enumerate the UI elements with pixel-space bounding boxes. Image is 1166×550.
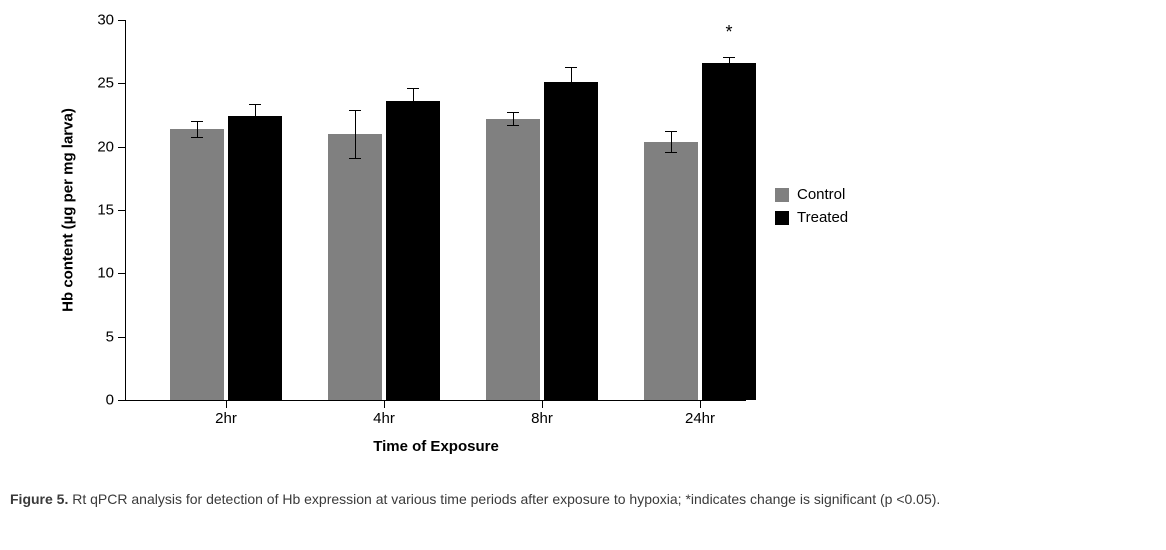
x-tick bbox=[542, 400, 543, 408]
caption-text: Rt qPCR analysis for detection of Hb exp… bbox=[68, 491, 940, 507]
error-cap bbox=[665, 152, 677, 153]
y-tick-label: 20 bbox=[97, 138, 114, 155]
legend-label: Treated bbox=[797, 209, 848, 226]
bar-control bbox=[328, 134, 382, 400]
bar-treated bbox=[544, 82, 598, 400]
y-tick-label: 15 bbox=[97, 202, 114, 219]
caption-prefix: Figure 5. bbox=[10, 491, 68, 507]
error-bar bbox=[355, 110, 356, 158]
error-bar bbox=[729, 57, 730, 70]
error-cap bbox=[349, 158, 361, 159]
chart-container: Hb content (µg per mg larva) Time of Exp… bbox=[55, 10, 995, 465]
bar-control bbox=[170, 129, 224, 400]
error-bar bbox=[513, 112, 514, 125]
error-cap bbox=[507, 125, 519, 126]
bar-control bbox=[486, 119, 540, 400]
error-cap bbox=[249, 129, 261, 130]
y-tick bbox=[118, 400, 126, 401]
y-tick-label: 10 bbox=[97, 265, 114, 282]
error-cap bbox=[723, 69, 735, 70]
bar-treated bbox=[702, 63, 756, 400]
error-cap bbox=[407, 114, 419, 115]
x-axis-label: Time of Exposure bbox=[373, 438, 499, 455]
bar-treated bbox=[386, 101, 440, 400]
error-cap bbox=[191, 137, 203, 138]
error-cap bbox=[191, 121, 203, 122]
y-tick bbox=[118, 273, 126, 274]
error-bar bbox=[413, 88, 414, 113]
legend: Control Treated bbox=[775, 180, 848, 232]
legend-item: Treated bbox=[775, 209, 848, 226]
y-tick-label: 5 bbox=[106, 328, 114, 345]
figure-caption: Figure 5. Rt qPCR analysis for detection… bbox=[10, 490, 1156, 510]
y-tick bbox=[118, 210, 126, 211]
y-axis-label: Hb content (µg per mg larva) bbox=[60, 108, 77, 312]
x-tick bbox=[226, 400, 227, 408]
x-tick bbox=[384, 400, 385, 408]
error-cap bbox=[507, 112, 519, 113]
x-tick-label: 24hr bbox=[685, 410, 715, 427]
error-cap bbox=[565, 97, 577, 98]
legend-swatch bbox=[775, 211, 789, 225]
error-bar bbox=[197, 121, 198, 136]
error-bar bbox=[255, 104, 256, 129]
y-tick bbox=[118, 337, 126, 338]
figure: Hb content (µg per mg larva) Time of Exp… bbox=[0, 0, 1166, 550]
y-tick-label: 30 bbox=[97, 12, 114, 29]
y-tick-label: 0 bbox=[106, 392, 114, 409]
x-tick-label: 4hr bbox=[373, 410, 395, 427]
y-tick bbox=[118, 147, 126, 148]
legend-item: Control bbox=[775, 186, 848, 203]
error-cap bbox=[249, 104, 261, 105]
x-tick bbox=[700, 400, 701, 408]
y-tick bbox=[118, 20, 126, 21]
error-cap bbox=[349, 110, 361, 111]
plot-area: Hb content (µg per mg larva) Time of Exp… bbox=[125, 20, 746, 401]
error-cap bbox=[565, 67, 577, 68]
y-tick bbox=[118, 83, 126, 84]
x-tick-label: 2hr bbox=[215, 410, 237, 427]
error-cap bbox=[407, 88, 419, 89]
legend-label: Control bbox=[797, 186, 845, 203]
y-tick-label: 25 bbox=[97, 75, 114, 92]
annotation: * bbox=[725, 22, 732, 43]
legend-swatch bbox=[775, 188, 789, 202]
error-bar bbox=[671, 131, 672, 151]
error-cap bbox=[723, 57, 735, 58]
bar-control bbox=[644, 142, 698, 400]
bar-treated bbox=[228, 116, 282, 400]
error-bar bbox=[571, 67, 572, 97]
error-cap bbox=[665, 131, 677, 132]
x-tick-label: 8hr bbox=[531, 410, 553, 427]
